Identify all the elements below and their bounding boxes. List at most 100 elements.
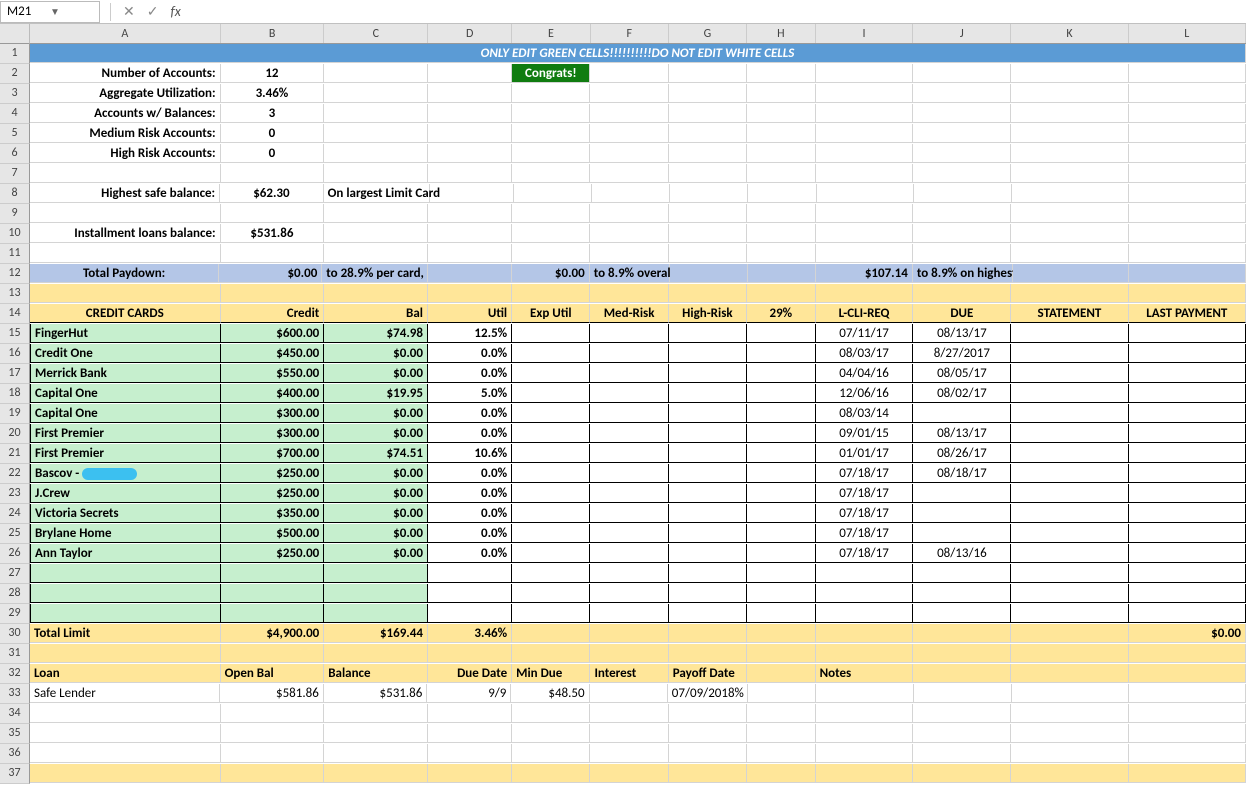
cell[interactable]	[30, 204, 221, 223]
cc-stmt[interactable]	[1011, 524, 1128, 543]
cell[interactable]	[221, 204, 325, 223]
total-util[interactable]: 3.46%	[428, 624, 512, 643]
cc-header[interactable]: 29%	[747, 304, 816, 323]
loan-h[interactable]: Due Date	[428, 664, 512, 683]
row-header-14[interactable]: 14	[0, 304, 30, 324]
cc-highrisk[interactable]	[669, 384, 747, 403]
row-header-33[interactable]: 33	[0, 684, 30, 704]
row-header-36[interactable]: 36	[0, 744, 30, 764]
row-header-6[interactable]: 6	[0, 144, 30, 164]
cell[interactable]	[428, 764, 512, 783]
cell[interactable]	[30, 764, 221, 783]
cell[interactable]	[30, 724, 221, 743]
cc-last[interactable]	[1129, 324, 1246, 343]
cc-req[interactable]: 04/04/16	[816, 364, 914, 383]
cc-bal[interactable]: $0.00	[324, 344, 428, 363]
cell[interactable]	[1011, 284, 1128, 303]
cell[interactable]	[324, 104, 428, 123]
cell[interactable]	[1129, 104, 1246, 123]
cell[interactable]	[512, 744, 590, 763]
cell[interactable]	[669, 84, 747, 103]
cell[interactable]	[590, 164, 668, 183]
cc-stmt[interactable]	[1011, 324, 1128, 343]
cc-bal[interactable]: $0.00	[324, 464, 428, 483]
cc-credit[interactable]: $350.00	[221, 504, 325, 523]
cell[interactable]	[428, 104, 512, 123]
cc-credit[interactable]: $250.00	[221, 484, 325, 503]
cell[interactable]	[221, 164, 325, 183]
cell[interactable]	[221, 244, 325, 263]
cc-last[interactable]	[1129, 444, 1246, 463]
col-header-J[interactable]: J	[913, 24, 1011, 43]
cell[interactable]	[221, 644, 325, 663]
cell[interactable]	[221, 724, 325, 743]
cc-util[interactable]: 0.0%	[428, 364, 512, 383]
cc-credit[interactable]: $250.00	[221, 464, 325, 483]
cc-exputil[interactable]	[512, 464, 590, 483]
row-header-5[interactable]: 5	[0, 124, 30, 144]
cell[interactable]	[590, 64, 668, 83]
cell[interactable]	[592, 184, 670, 203]
cc-bal[interactable]	[324, 604, 428, 623]
cell[interactable]	[669, 764, 747, 783]
cc-name[interactable]: Capital One	[30, 384, 221, 403]
cell[interactable]	[1011, 84, 1128, 103]
cell[interactable]	[747, 204, 816, 223]
cc-req[interactable]: 01/01/17	[816, 444, 914, 463]
cc-credit[interactable]: $300.00	[221, 404, 325, 423]
cc-req[interactable]: 08/03/14	[816, 404, 914, 423]
cell[interactable]	[512, 164, 590, 183]
cc-name[interactable]: Capital One	[30, 404, 221, 423]
cell[interactable]	[747, 664, 816, 683]
cc-req[interactable]: 07/18/17	[816, 544, 914, 563]
cc-due[interactable]: 8/27/2017	[913, 344, 1011, 363]
cell[interactable]	[221, 704, 325, 723]
cell[interactable]	[428, 704, 512, 723]
cell[interactable]	[913, 284, 1011, 303]
cell[interactable]	[1011, 604, 1128, 623]
cc-stmt[interactable]	[1011, 504, 1128, 523]
cell[interactable]	[816, 644, 914, 663]
cell[interactable]	[816, 104, 914, 123]
row-header-16[interactable]: 16	[0, 344, 30, 364]
cc-util[interactable]: 0.0%	[428, 404, 512, 423]
cc-exputil[interactable]	[512, 424, 590, 443]
cc-header[interactable]: L-CLI-REQ	[816, 304, 914, 323]
cc-header[interactable]: Bal	[324, 304, 428, 323]
row-header-13[interactable]: 13	[0, 284, 30, 304]
cc-exputil[interactable]	[512, 384, 590, 403]
cell[interactable]	[1013, 264, 1130, 283]
cell[interactable]	[914, 684, 1012, 703]
cell[interactable]	[1129, 684, 1246, 703]
row-header-30[interactable]: 30	[0, 624, 30, 644]
loan-h[interactable]: Balance	[324, 664, 428, 683]
cell[interactable]	[669, 644, 747, 663]
cc-medrisk[interactable]	[590, 324, 668, 343]
cc-medrisk[interactable]	[590, 444, 668, 463]
row-header-9[interactable]: 9	[0, 204, 30, 224]
cell[interactable]	[30, 704, 221, 723]
row-header-21[interactable]: 21	[0, 444, 30, 464]
cell[interactable]	[590, 224, 668, 243]
cell[interactable]	[324, 224, 428, 243]
total-bal[interactable]: $169.44	[324, 624, 428, 643]
cc-due[interactable]	[913, 484, 1011, 503]
cc-highrisk[interactable]	[669, 364, 747, 383]
loan-h[interactable]: Payoff Date	[669, 664, 747, 683]
cell[interactable]	[590, 124, 668, 143]
cell[interactable]	[816, 584, 914, 603]
summary-label[interactable]: Accounts w/ Balances:	[30, 104, 221, 123]
loan-min[interactable]: $48.50	[511, 684, 589, 703]
cc-due[interactable]	[913, 504, 1011, 523]
cc-credit[interactable]: $550.00	[221, 364, 325, 383]
cell[interactable]	[748, 264, 816, 283]
row-header-12[interactable]: 12	[0, 264, 30, 284]
cell[interactable]	[512, 624, 590, 643]
col-header-B[interactable]: B	[221, 24, 325, 43]
cell[interactable]	[913, 244, 1011, 263]
row-header-31[interactable]: 31	[0, 644, 30, 664]
paydown-t1[interactable]: to 28.9% per card,	[322, 264, 428, 283]
cc-due[interactable]: 08/18/17	[913, 464, 1011, 483]
cell[interactable]	[428, 164, 512, 183]
cell[interactable]	[747, 604, 816, 623]
